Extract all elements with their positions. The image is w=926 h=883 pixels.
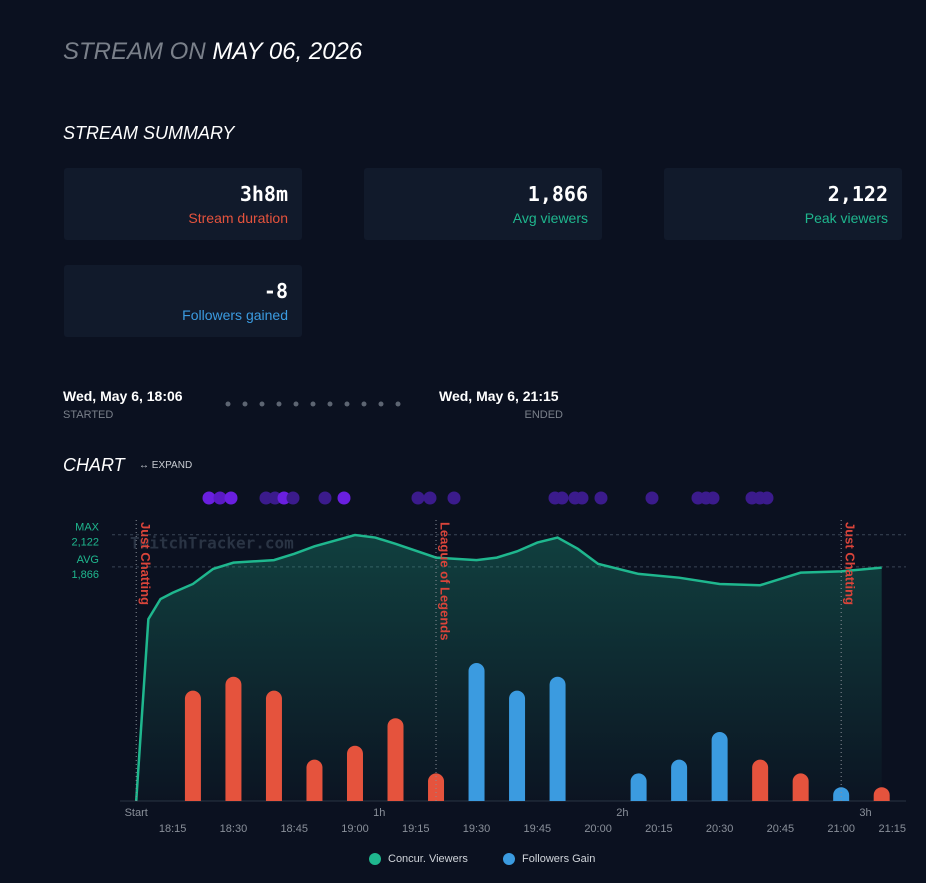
x-tick-label: 20:45 [767, 823, 795, 835]
followers-bar [792, 773, 809, 801]
followers-bar [346, 745, 363, 801]
x-tick-label: 20:15 [645, 823, 673, 835]
stat-label: Avg viewers [512, 210, 588, 226]
page-title: STREAM ON MAY 06, 2026 [63, 38, 362, 66]
chat-events [202, 491, 774, 505]
followers-bar [387, 718, 404, 801]
followers-bar [225, 676, 242, 801]
legend-marker [369, 853, 381, 865]
x-tick-label: 20:30 [706, 823, 734, 835]
followers-bar [833, 787, 850, 801]
followers-bar [184, 690, 201, 801]
section-title: STREAM SUMMARY [63, 123, 235, 143]
x-tick-label: 19:45 [524, 823, 552, 835]
followers-bar [752, 759, 769, 801]
stat-card: 2,122 Peak viewers [664, 168, 902, 240]
elapsed-tick-label: 1h [373, 807, 385, 819]
followers-bar [306, 759, 323, 801]
followers-bar [265, 690, 282, 801]
timeline-dots [225, 401, 401, 407]
annotation-label: Just Chatting [138, 522, 153, 605]
x-tick-label: 18:45 [280, 823, 308, 835]
viewers-area [136, 535, 882, 801]
x-tick-label: 20:00 [584, 823, 612, 835]
x-tick-label: 19:00 [341, 823, 369, 835]
stat-value: 2,122 [827, 182, 888, 206]
followers-bar [873, 787, 890, 801]
viewers-line [134, 533, 882, 802]
followers-bar [671, 759, 688, 801]
x-tick-label: 21:15 [878, 823, 906, 835]
y-tick-label: 1,866 [71, 569, 99, 581]
stat-value: -8 [263, 279, 288, 303]
x-tick-label: 19:30 [463, 823, 491, 835]
stat-card: -8 Followers gained [64, 265, 302, 337]
legend-marker [503, 853, 515, 865]
stat-label: Peak viewers [804, 210, 888, 226]
followers-bar [509, 690, 526, 801]
x-tick-label: 18:15 [159, 823, 187, 835]
followers-bar [428, 773, 445, 801]
elapsed-tick-label: 3h [859, 807, 871, 819]
title-date: MAY 06, 2026 [212, 38, 363, 65]
stat-card: 1,866 Avg viewers [364, 168, 602, 240]
followers-bar [468, 663, 485, 801]
start-label: STARTED [63, 409, 114, 421]
y-tick-name: MAX [75, 522, 100, 534]
stat-value: 3h8m [239, 182, 288, 206]
legend-label: Followers Gain [522, 853, 595, 865]
stat-label: Stream duration [188, 210, 288, 226]
followers-bar [711, 732, 728, 801]
y-tick-label: 2,122 [71, 537, 99, 549]
chart-title: CHART [63, 455, 125, 475]
title-prefix: STREAM ON [63, 38, 206, 65]
y-tick-name: AVG [77, 554, 99, 566]
elapsed-tick-label: Start [125, 807, 148, 819]
end-label: ENDED [524, 409, 563, 421]
stat-value: 1,866 [527, 182, 588, 206]
start-time: Wed, May 6, 18:06 [63, 388, 183, 404]
stat-label: Followers gained [182, 307, 288, 323]
x-tick-label: 18:30 [220, 823, 248, 835]
x-tick-label: 19:15 [402, 823, 430, 835]
followers-bar [630, 773, 647, 801]
watermark: TwitchTracker.com [130, 534, 294, 553]
annotation-label: League of Legends [438, 522, 453, 640]
x-tick-label: 21:00 [827, 823, 855, 835]
expand-button[interactable]: ↔ EXPAND [139, 460, 193, 471]
stat-card: 3h8m Stream duration [64, 168, 302, 240]
followers-bar [549, 676, 566, 801]
legend-label: Concur. Viewers [388, 853, 468, 865]
annotation-label: Just Chatting [843, 522, 858, 605]
elapsed-tick-label: 2h [616, 807, 628, 819]
end-time: Wed, May 6, 21:15 [439, 388, 559, 404]
